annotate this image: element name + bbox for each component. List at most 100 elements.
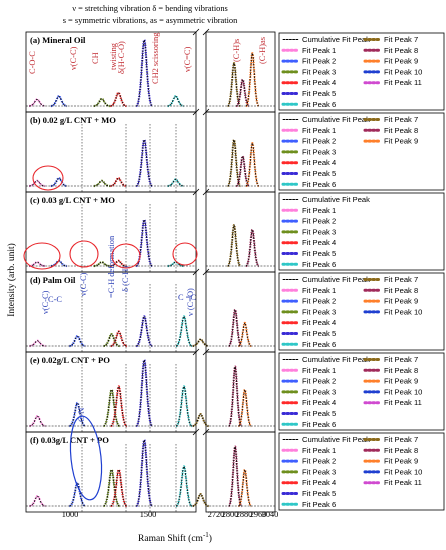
legend-entry: Fit Peak 4 [302, 78, 336, 87]
legend-entry: Fit Peak 7 [384, 275, 418, 284]
legend-entry: Fit Peak 3 [302, 387, 336, 396]
panel-frame-right [205, 191, 276, 273]
peak-annotation: CH2 scissoring [151, 32, 160, 84]
panel-frame-right [205, 431, 276, 513]
legend-entry: Fit Peak 5 [302, 409, 336, 418]
highlight-circle [111, 243, 141, 269]
legend-entry: Fit Peak 7 [384, 115, 418, 124]
panel-3: (c) 0.03 g/L CNT + MO Cumulative Fit Peak… [25, 188, 445, 273]
cumulative-peak [228, 446, 242, 507]
axis-break-mark [192, 268, 210, 276]
fit-peak [135, 218, 154, 268]
cumulative-peak [29, 261, 46, 267]
legend-entry: Fit Peak 9 [384, 57, 418, 66]
highlight-circle [172, 242, 198, 266]
legend-entry: Fit Peak 11 [384, 398, 422, 407]
fit-peak [29, 494, 46, 508]
x-tick-1500: 1500 [140, 510, 157, 519]
cumulative-peak [227, 139, 241, 187]
cumulative-peak [228, 366, 242, 427]
x-tick-2880: 2880 [236, 510, 253, 519]
legend-entry: Fit Peak 8 [384, 286, 418, 295]
legend-entry: Fit Peak 2 [302, 457, 336, 466]
legend-entry: Fit Peak 9 [384, 377, 418, 386]
fit-peak [167, 94, 184, 108]
axis-break-mark [192, 188, 210, 196]
legend-entry: Fit Peak 5 [302, 249, 336, 258]
peak-annotation: C-N [77, 408, 86, 422]
legend-entry: Fit Peak 5 [302, 329, 336, 338]
fit-peak [135, 38, 154, 108]
legend-entry: Fit Peak 7 [384, 35, 418, 44]
header-line-2: s = symmetric vibrations, as = asymmetri… [63, 16, 238, 25]
legend-entry: Fit Peak 6 [302, 260, 336, 269]
legend-entry: Fit Peak 3 [302, 67, 336, 76]
fit-peak [244, 228, 260, 268]
cumulative-peak [192, 338, 209, 347]
legend-entry: Fit Peak 2 [302, 137, 336, 146]
panel-label: (f) 0.03g/L CNT + PO [30, 435, 109, 445]
legend-entry: Fit Peak 4 [302, 318, 336, 327]
cumulative-peak [29, 340, 46, 347]
cumulative-peak [93, 261, 110, 267]
legend-entry: Fit Peak 4 [302, 478, 336, 487]
fit-peak [109, 385, 128, 428]
peak-annotation: δ (C-H) [121, 266, 130, 292]
cumulative-peak [135, 439, 153, 507]
fit-peak [244, 52, 260, 108]
panel-label: (e) 0.02g/L CNT + PO [30, 355, 110, 365]
panel-label: (b) 0.02 g/L CNT + MO [30, 115, 116, 125]
legend-entry: Cumulative Fit Peak [302, 435, 370, 444]
legend-entry: Fit Peak 1 [302, 46, 336, 55]
axis-break-mark [192, 108, 210, 116]
legend-box [278, 272, 445, 351]
cumulative-peak [110, 331, 127, 347]
legend-entry: Fit Peak 4 [302, 398, 336, 407]
fit-peak [135, 438, 154, 508]
legend-entry: Fit Peak 7 [384, 355, 418, 364]
cumulative-peak [235, 155, 250, 187]
peak-annotation: CH [91, 52, 100, 64]
legend-entry: Fit Peak 2 [302, 297, 336, 306]
legend-box [278, 432, 445, 511]
panel-6: (f) 0.03g/L CNT + PO Cumulative Fit Peak F… [25, 428, 445, 513]
fit-peak [69, 334, 86, 348]
fit-peak [226, 223, 242, 268]
cumulative-peak [29, 415, 46, 427]
panel-2: (b) 0.02 g/L CNT + MO Cumulative Fit Peak… [25, 108, 445, 193]
fit-peak [167, 178, 184, 188]
peak-annotation: (C-H)s [232, 39, 241, 62]
legend-entry: Fit Peak 2 [302, 217, 336, 226]
fit-peak [135, 358, 154, 428]
panels-group: (a) Mineral Oil C-O-C ν(C-C) CH twisting δ(H-… [23, 28, 445, 513]
legend-entry: Fit Peak 5 [302, 89, 336, 98]
cumulative-peak [136, 315, 153, 347]
cumulative-peak [167, 178, 184, 187]
cumulative-peak [29, 495, 46, 507]
axis-break-mark [192, 28, 210, 36]
fit-peak [227, 308, 243, 348]
cumulative-peak [29, 98, 46, 107]
cumulative-peak [227, 62, 241, 107]
peak-annotation: =C-H deformation [107, 235, 116, 298]
legend-entry: Fit Peak 5 [302, 169, 336, 178]
fit-peak [227, 445, 243, 508]
y-axis-label: Intensity (arb. unit) [6, 243, 17, 317]
legend-entry: Fit Peak 7 [384, 435, 418, 444]
cumulative-peak [29, 180, 46, 187]
fit-peak [244, 141, 260, 188]
cumulative-peak [103, 333, 120, 347]
cumulative-peak [93, 98, 110, 107]
cumulative-peak [192, 493, 209, 507]
fit-peak [174, 465, 194, 508]
fit-peak [50, 94, 68, 108]
fit-peak [28, 260, 46, 268]
legend-entry: Fit Peak 9 [384, 137, 418, 146]
peak-annotation: δ(H-C-O) [117, 41, 126, 74]
legend-entry: Fit Peak 1 [302, 206, 336, 215]
cumulative-peak [110, 92, 127, 107]
fit-peak [110, 91, 127, 108]
legend-entry: Fit Peak 11 [384, 78, 422, 87]
legend-entry: Fit Peak 10 [384, 387, 422, 396]
legend-entry: Fit Peak 10 [384, 467, 422, 476]
